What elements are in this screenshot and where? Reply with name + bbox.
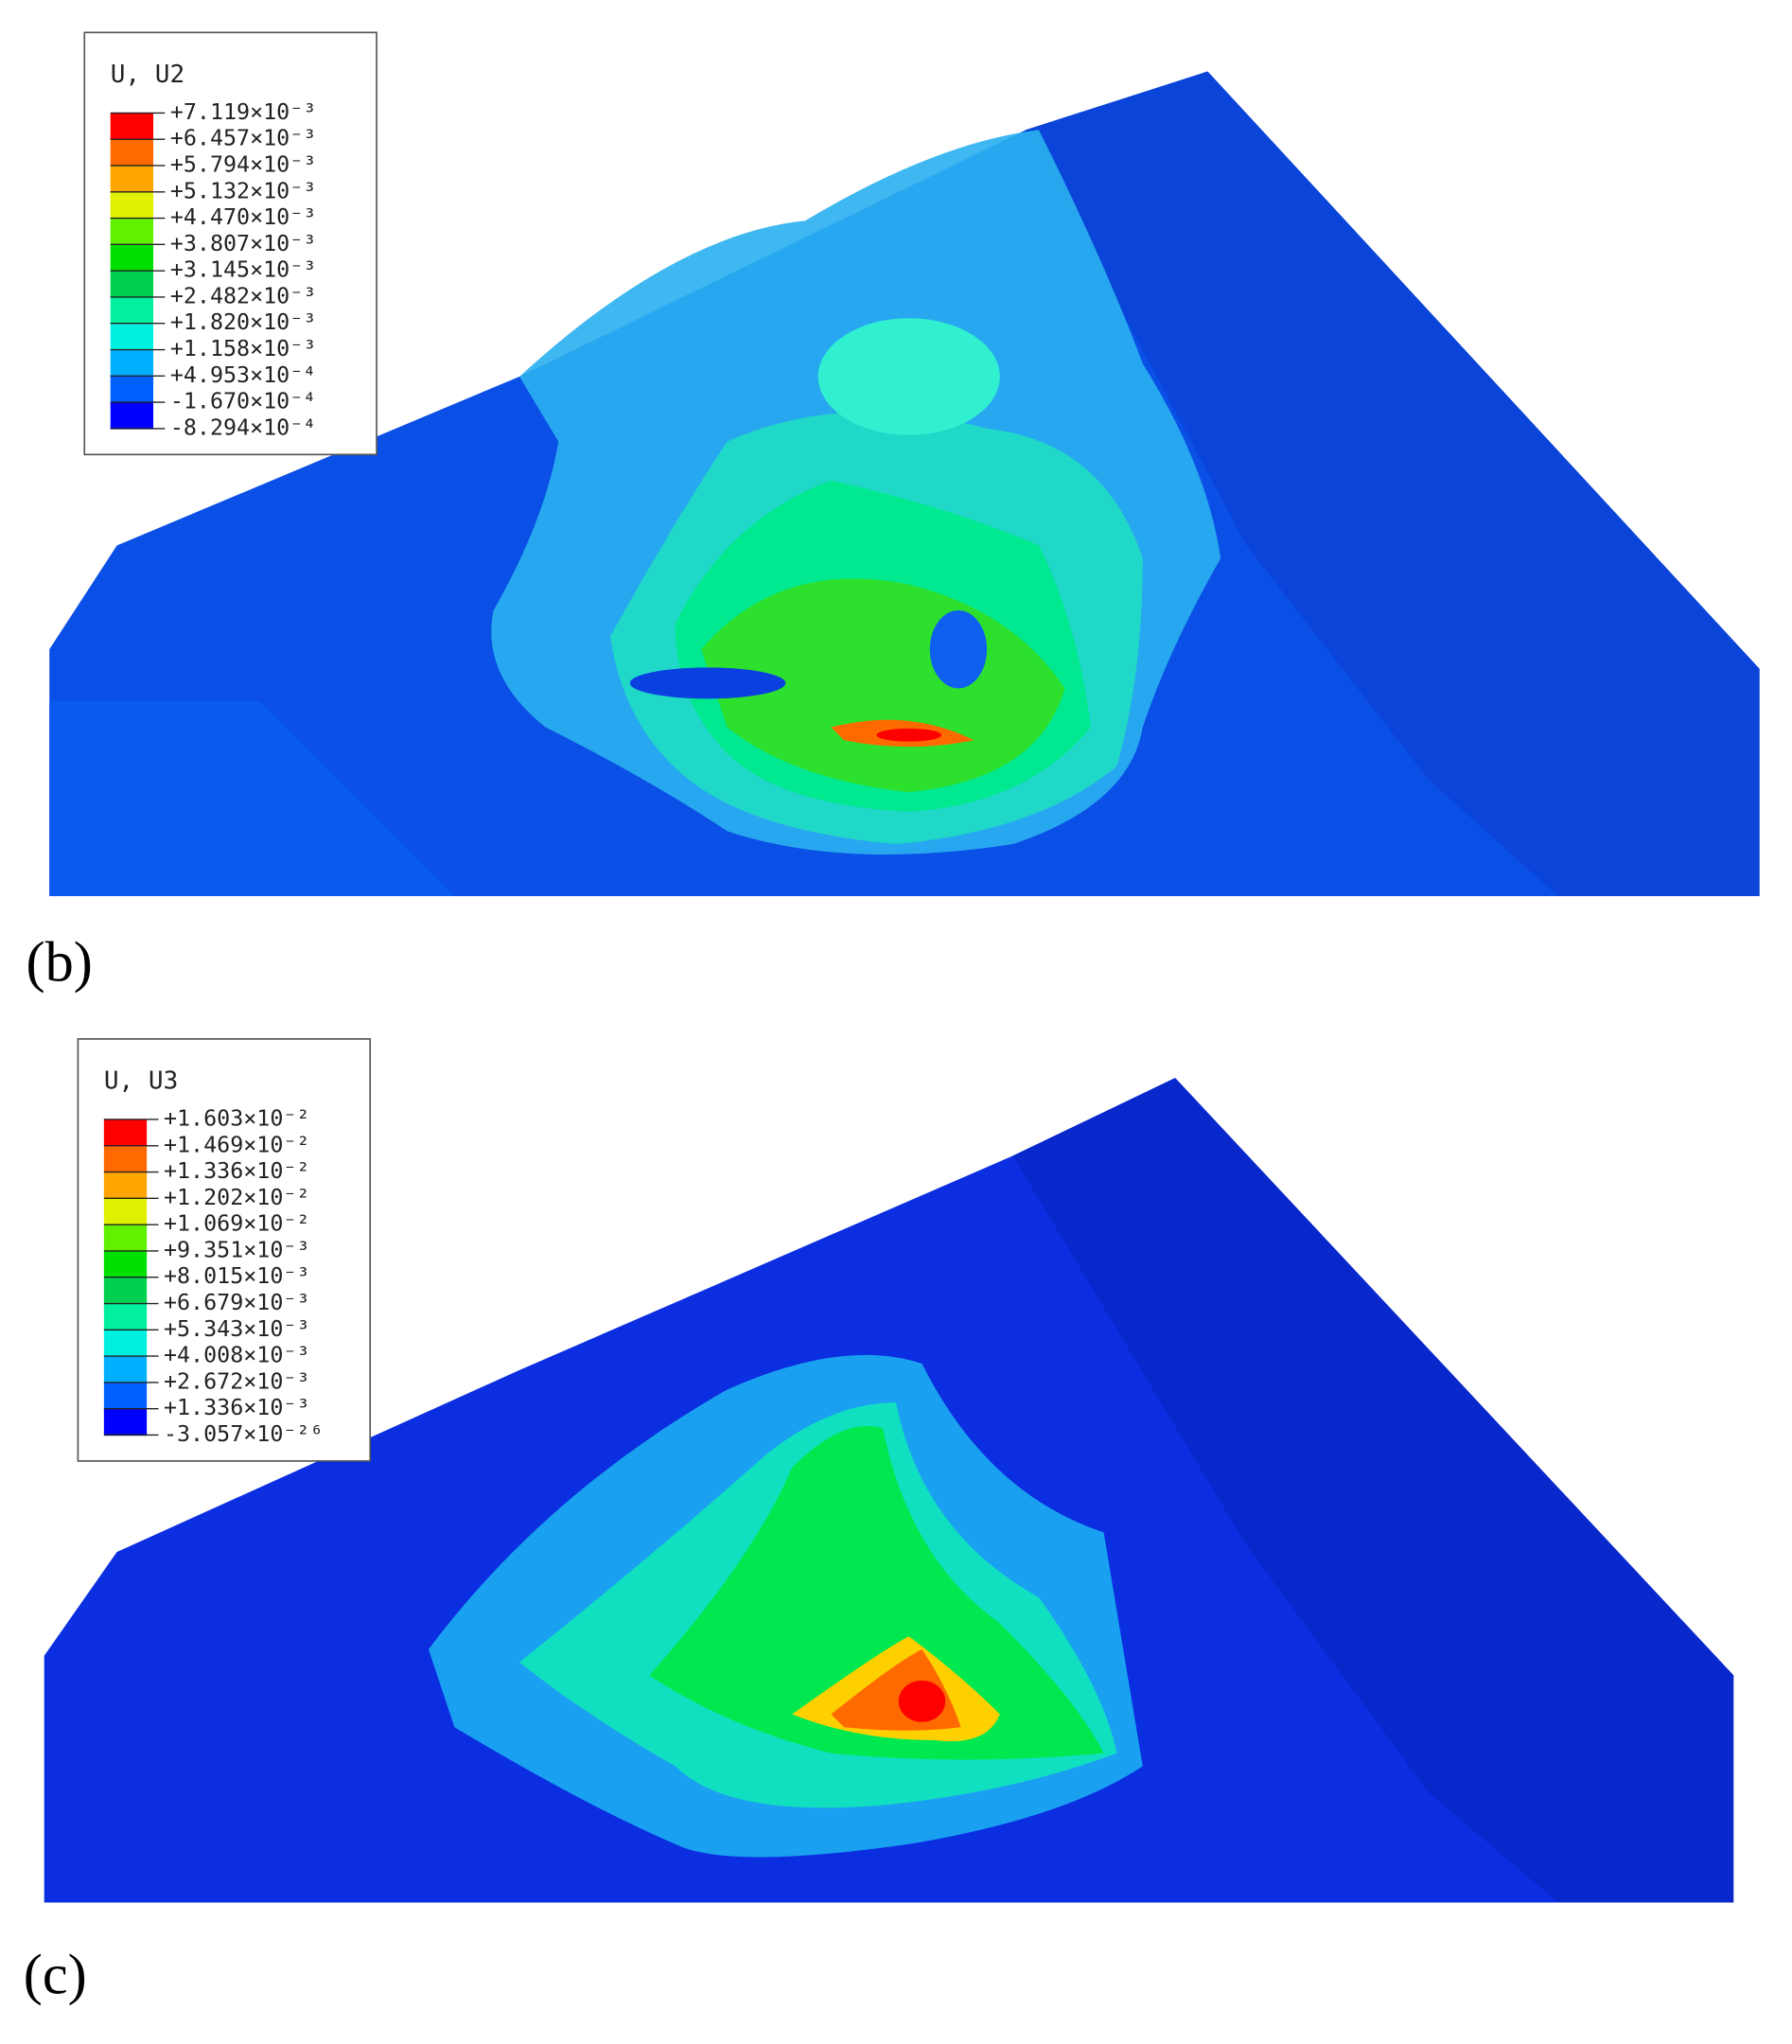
legend-swatch xyxy=(103,1198,148,1225)
legend-label: +8.015×10⁻³ xyxy=(164,1262,310,1289)
legend-swatch xyxy=(103,1119,148,1147)
legend-swatch xyxy=(110,139,154,167)
legend-swatch xyxy=(110,376,154,403)
legend-swatch xyxy=(110,296,154,325)
legend-label: +7.119×10⁻³ xyxy=(170,98,317,125)
legend-title: U, U3 xyxy=(104,1067,178,1096)
legend-label: +4.953×10⁻⁴ xyxy=(170,361,317,388)
legend-swatch xyxy=(103,1250,148,1278)
legend-label: +3.145×10⁻³ xyxy=(170,256,317,283)
legend-label: +6.457×10⁻³ xyxy=(170,125,317,151)
legend-label: +1.336×10⁻² xyxy=(164,1157,310,1184)
legend-label: +5.343×10⁻³ xyxy=(164,1315,310,1342)
panel-label: (b) xyxy=(26,930,93,994)
legend-swatch xyxy=(103,1277,148,1305)
legend-label: +2.482×10⁻³ xyxy=(170,282,317,308)
legend-label: +5.794×10⁻³ xyxy=(170,150,317,177)
legend-swatch xyxy=(110,271,154,298)
panel-label: (c) xyxy=(24,1944,87,2007)
legend-label: +1.336×10⁻³ xyxy=(164,1394,310,1420)
legend-label: -1.670×10⁻⁴ xyxy=(170,388,317,414)
legend-swatch xyxy=(110,323,154,351)
legend-swatch xyxy=(110,244,154,272)
legend-swatch xyxy=(103,1303,148,1330)
legend-swatch xyxy=(103,1330,148,1357)
legend-swatch xyxy=(110,218,154,246)
legend-label: +3.807×10⁻³ xyxy=(170,230,317,256)
legend-swatch xyxy=(110,113,154,140)
legend-label: +1.820×10⁻³ xyxy=(170,308,317,335)
legend-label: +2.672×10⁻³ xyxy=(164,1367,310,1394)
contour-plot-b xyxy=(49,71,1760,896)
legend-swatch xyxy=(110,165,154,193)
legend-label: -8.294×10⁻⁴ xyxy=(170,414,317,440)
legend-swatch xyxy=(103,1356,148,1383)
legend-swatch xyxy=(110,349,154,377)
legend-swatch xyxy=(103,1382,148,1410)
legend-label: +1.202×10⁻² xyxy=(164,1184,310,1210)
legend-title: U, U2 xyxy=(111,61,184,89)
legend-label: +6.679×10⁻³ xyxy=(164,1289,310,1315)
legend-label: +1.158×10⁻³ xyxy=(170,335,317,361)
legend-swatch xyxy=(110,191,154,220)
legend-swatch xyxy=(103,1172,148,1200)
legend-label: +1.069×10⁻² xyxy=(164,1210,310,1237)
legend-swatch xyxy=(103,1145,148,1173)
contour-plot-c xyxy=(44,1078,1734,1903)
legend-label: +4.470×10⁻³ xyxy=(170,203,317,230)
legend-label: +4.008×10⁻³ xyxy=(164,1342,310,1368)
legend-swatch xyxy=(110,402,154,430)
legend-label: +5.132×10⁻³ xyxy=(170,177,317,203)
legend-swatch xyxy=(103,1408,148,1436)
legend-label: +1.469×10⁻² xyxy=(164,1131,310,1157)
legend-swatch xyxy=(103,1225,148,1252)
legend-label: +9.351×10⁻³ xyxy=(164,1236,310,1262)
legend-label: +1.603×10⁻² xyxy=(164,1104,310,1131)
legend-label: -3.057×10⁻²⁶ xyxy=(164,1420,324,1447)
